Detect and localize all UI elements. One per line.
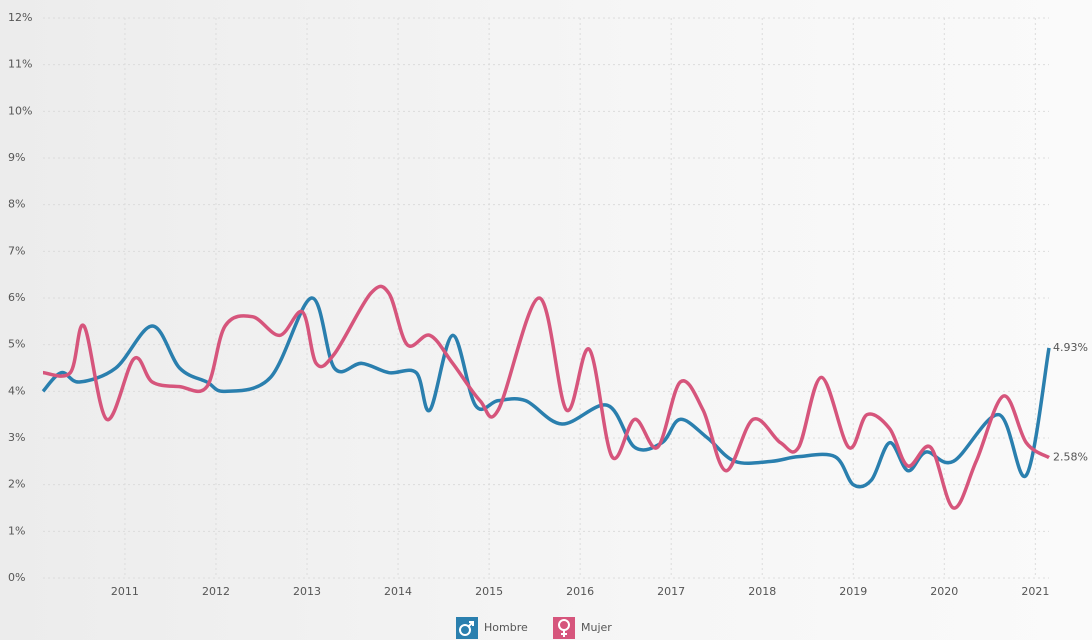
data-label: 4.93% <box>1053 341 1088 354</box>
legend-label: Mujer <box>581 621 612 634</box>
y-tick-label: 7% <box>8 244 25 257</box>
y-tick-label: 0% <box>8 571 25 584</box>
y-tick-label: 4% <box>8 384 25 397</box>
legend-icon <box>561 630 567 637</box>
x-tick-label: 2012 <box>202 585 230 598</box>
y-tick-label: 1% <box>8 524 25 537</box>
x-tick-label: 2016 <box>566 585 594 598</box>
y-tick-label: 12% <box>8 11 32 24</box>
y-tick-label: 9% <box>8 151 25 164</box>
x-tick-label: 2019 <box>839 585 867 598</box>
series-line <box>41 296 1051 489</box>
x-tick-label: 2013 <box>293 585 321 598</box>
data-label: 2.58% <box>1053 451 1088 464</box>
x-tick-label: 2015 <box>475 585 503 598</box>
y-tick-label: 10% <box>8 104 32 117</box>
legend-swatch <box>553 617 575 639</box>
x-tick-label: 2021 <box>1021 585 1049 598</box>
legend-label: Hombre <box>484 621 528 634</box>
y-tick-label: 11% <box>8 58 32 71</box>
y-tick-label: 2% <box>8 478 25 491</box>
x-tick-label: 2020 <box>930 585 958 598</box>
y-tick-label: 6% <box>8 291 25 304</box>
legend-icon <box>459 624 471 636</box>
x-tick-label: 2011 <box>111 585 139 598</box>
y-tick-label: 5% <box>8 338 25 351</box>
x-tick-label: 2018 <box>748 585 776 598</box>
legend-icon <box>467 621 474 628</box>
x-tick-label: 2017 <box>657 585 685 598</box>
x-tick-label: 2014 <box>384 585 412 598</box>
series-line <box>42 284 1050 510</box>
legend-swatch <box>456 617 478 639</box>
y-tick-label: 8% <box>8 198 25 211</box>
y-tick-label: 3% <box>8 431 25 444</box>
legend-item: Mujer <box>553 617 612 639</box>
legend-item: Hombre <box>456 617 528 639</box>
